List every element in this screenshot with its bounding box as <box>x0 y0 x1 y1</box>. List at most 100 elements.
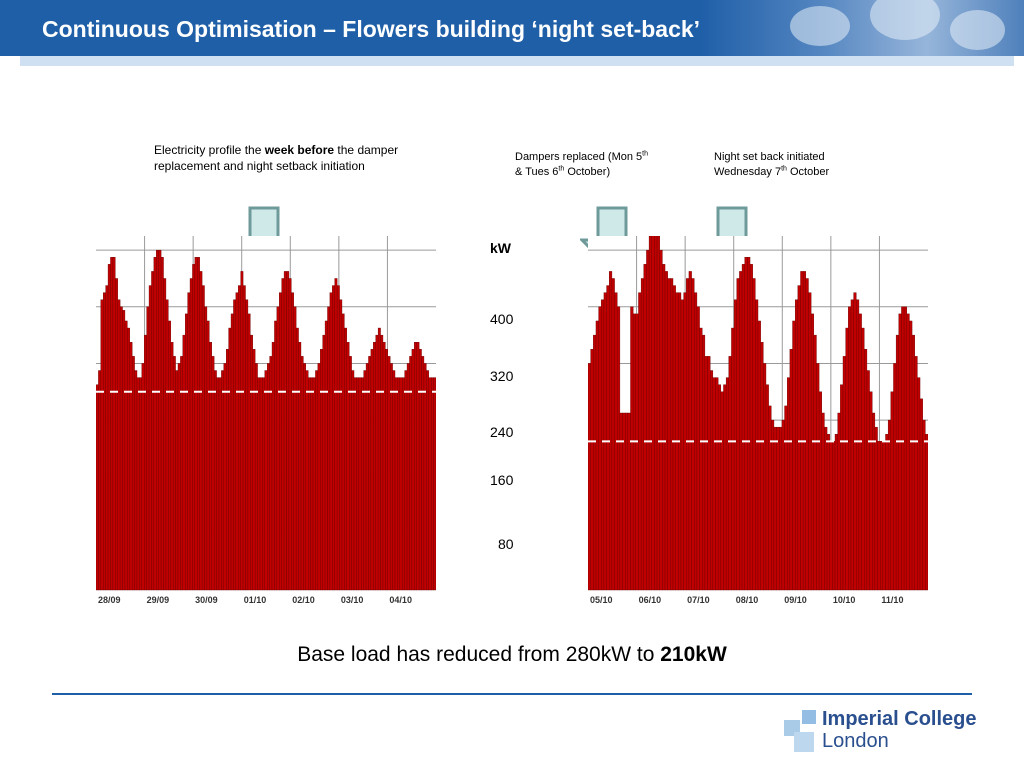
bar <box>177 363 181 591</box>
bar <box>712 377 716 591</box>
bar <box>324 320 328 591</box>
bar <box>810 313 814 591</box>
bar <box>672 285 676 591</box>
bar <box>922 419 926 591</box>
bar <box>858 313 862 591</box>
bar <box>741 264 745 591</box>
bar <box>127 327 130 591</box>
bar <box>182 334 186 591</box>
bar <box>917 377 921 591</box>
bar <box>632 313 637 591</box>
bar <box>826 434 830 591</box>
bar <box>281 278 285 591</box>
bar <box>909 320 913 591</box>
bar <box>813 334 817 591</box>
bar <box>300 356 304 591</box>
bar <box>903 306 907 591</box>
bar <box>317 363 321 591</box>
bar <box>252 349 256 591</box>
bar <box>204 306 208 591</box>
bar <box>315 370 319 591</box>
bar <box>792 320 796 591</box>
bar <box>686 278 690 591</box>
bar <box>356 377 360 591</box>
bar <box>893 363 897 591</box>
bar <box>640 278 644 591</box>
bar <box>715 377 719 591</box>
bar <box>808 292 812 591</box>
bar <box>667 278 671 591</box>
bar <box>245 299 249 591</box>
x-tick-label: 03/10 <box>341 595 364 605</box>
bar <box>789 349 793 591</box>
bar <box>911 334 915 591</box>
bar <box>228 327 232 591</box>
bar <box>763 363 767 591</box>
bar <box>765 384 769 591</box>
bar <box>630 306 634 591</box>
bar <box>312 377 316 591</box>
bar <box>426 370 429 591</box>
bar <box>146 306 150 591</box>
bar <box>906 313 910 591</box>
bar <box>213 370 217 591</box>
bar <box>163 278 167 591</box>
bar <box>699 327 703 591</box>
bar <box>794 299 799 591</box>
bar <box>864 349 868 591</box>
x-tick-label: 04/10 <box>389 595 412 605</box>
bar <box>406 363 410 591</box>
header-bar: Continuous Optimisation – Flowers buildi… <box>0 0 1024 56</box>
bar <box>288 278 292 591</box>
bar <box>358 377 362 591</box>
bar <box>141 363 145 591</box>
bar <box>787 377 791 591</box>
imperial-college-logo: Imperial College London <box>784 704 977 756</box>
bar <box>136 377 140 591</box>
bar <box>175 370 179 591</box>
bar <box>707 356 711 591</box>
bar <box>818 391 822 591</box>
bar <box>781 419 785 591</box>
x-tick-label: 09/10 <box>784 595 807 605</box>
page-title: Continuous Optimisation – Flowers buildi… <box>42 16 701 42</box>
bar <box>872 412 876 591</box>
bar <box>322 334 326 591</box>
bar <box>329 292 333 591</box>
bar <box>654 236 658 591</box>
bar <box>110 257 114 591</box>
bar <box>659 249 663 591</box>
bar <box>218 377 222 591</box>
y-tick-label: 240 <box>490 424 514 440</box>
bar <box>254 363 258 591</box>
bar <box>776 426 780 591</box>
bar <box>837 412 841 591</box>
bar <box>365 363 369 591</box>
bar <box>739 271 743 591</box>
bar <box>733 299 737 591</box>
bar <box>105 285 109 591</box>
bar <box>622 412 626 591</box>
bar <box>411 349 415 591</box>
bar <box>259 377 263 591</box>
bar <box>856 299 860 591</box>
bar <box>821 412 825 591</box>
bar <box>611 278 615 591</box>
bar <box>624 412 629 591</box>
bar <box>151 271 155 591</box>
annotation-night-setback: Night set back initiated Wednesday 7th O… <box>714 151 830 178</box>
bar <box>731 327 735 591</box>
bar <box>387 356 391 591</box>
bar <box>344 327 347 591</box>
bar <box>122 310 126 591</box>
bar <box>832 441 836 591</box>
bar <box>346 341 350 591</box>
bar <box>651 236 655 591</box>
bar <box>885 434 889 591</box>
bar <box>834 434 838 591</box>
bar <box>717 384 722 591</box>
bar <box>797 285 801 591</box>
bar <box>850 299 854 591</box>
bar <box>802 271 807 591</box>
bar <box>877 441 881 591</box>
